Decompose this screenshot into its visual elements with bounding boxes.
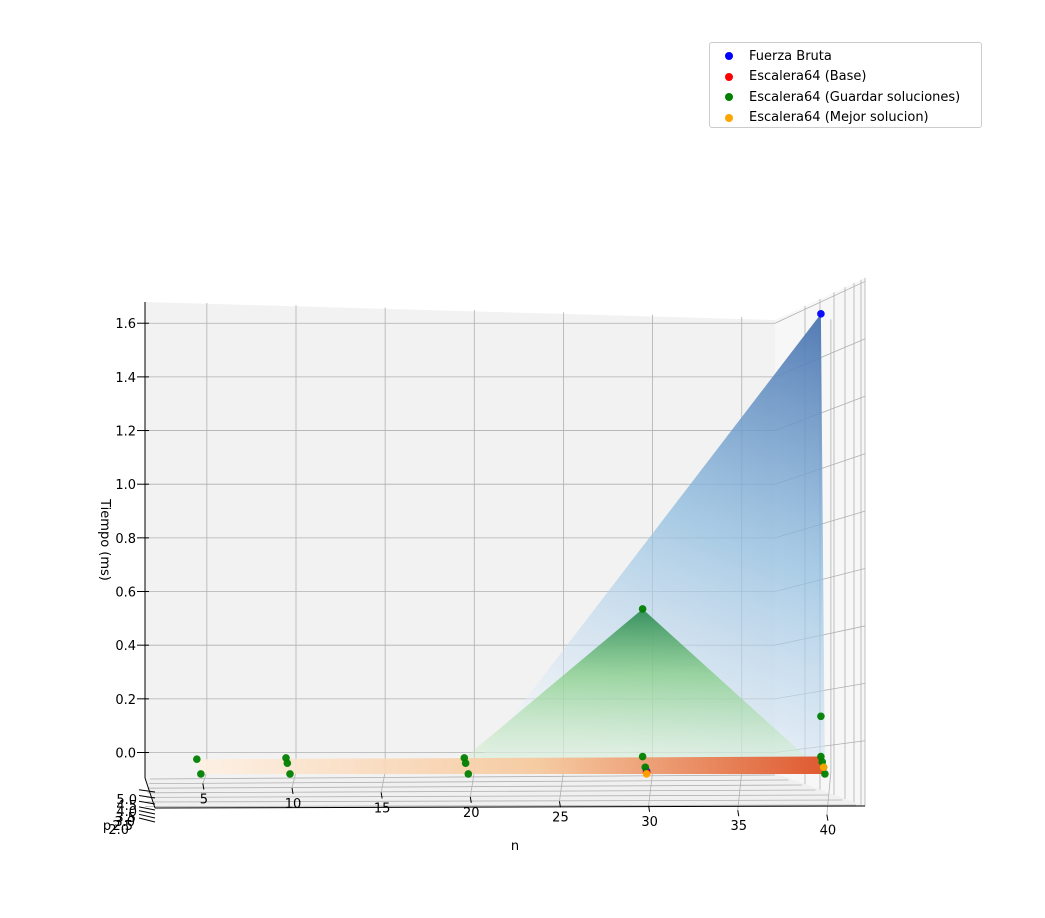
- point-guardar-soluciones: [821, 770, 829, 778]
- p-tick-label: 2.0: [108, 823, 129, 838]
- point-guardar-soluciones: [286, 770, 294, 778]
- axes: 0.0 0.2 0.4 0.6 0.8 1.0 1.2 1.4 1.6 5 10 15 20 25 30 35…: [108, 302, 866, 839]
- p-grid-floor: [149, 779, 789, 784]
- point-mejor-solucion: [819, 763, 828, 772]
- data-points: [193, 310, 829, 778]
- z-tick-label: 1.4: [115, 371, 136, 386]
- p-tick-label: 5.0: [116, 793, 137, 808]
- n-tick-label: 20: [463, 806, 480, 821]
- point-guardar-soluciones: [282, 754, 290, 762]
- legend-label: Fuerza Bruta: [749, 48, 832, 64]
- point-guardar-soluciones: [197, 770, 205, 778]
- n-grid-floor: [737, 771, 743, 811]
- p-tick-label: 4.5: [116, 799, 137, 814]
- p-tick-label: 4.0: [116, 805, 137, 820]
- surface-fuerza-bruta: [468, 313, 825, 774]
- p-grid-floor: [148, 784, 803, 789]
- legend-label: Escalera64 (Base): [749, 69, 867, 85]
- n-grid-floor: [469, 771, 475, 797]
- z-tick-label: 0.2: [115, 693, 136, 708]
- p-grid-floor: [147, 789, 816, 794]
- point-guardar-soluciones: [638, 752, 647, 761]
- point-guardar-soluciones: [641, 763, 650, 772]
- surface-base: [196, 756, 825, 774]
- n-tick-label: 5: [200, 793, 208, 808]
- n-tick: [826, 814, 829, 821]
- p-tick: [138, 817, 156, 823]
- n-tick-label: 10: [285, 797, 302, 812]
- legend-item: Escalera64 (Mejor solucion): [710, 108, 981, 129]
- z-tick-label: 0.6: [115, 586, 136, 601]
- z-tick-label: 0.0: [115, 747, 136, 762]
- p-grid-floor: [145, 799, 843, 803]
- legend-label: Escalera64 (Guardar soluciones): [749, 89, 961, 105]
- n-grid-floor: [559, 771, 564, 802]
- legend-marker: [725, 113, 733, 122]
- legend-label: Escalera64 (Mejor solucion): [749, 110, 929, 126]
- legend-marker: [725, 93, 733, 102]
- n-grid-floor: [291, 771, 297, 789]
- z-tick-label: 0.4: [115, 639, 136, 654]
- n-tick: [202, 783, 205, 790]
- n-tick-label: 35: [730, 819, 747, 834]
- p-tick: [138, 813, 156, 819]
- y-axis-label: p: [103, 819, 111, 834]
- p-grid-floor: [149, 774, 776, 780]
- n-tick-label: 30: [641, 815, 658, 830]
- axis-labels: n p Tiempo (ms): [97, 498, 519, 854]
- n-tick-label: 15: [374, 801, 391, 816]
- n-axis-line: [154, 805, 866, 809]
- surface-guardar-soluciones: [449, 608, 825, 774]
- p-axis-line: [144, 777, 156, 809]
- z-tick-label: 1.2: [115, 425, 136, 440]
- n-tick: [380, 792, 383, 799]
- p-tick: [138, 789, 156, 793]
- p-tick: [138, 800, 156, 805]
- p-tick-label: 2.5: [112, 819, 133, 834]
- point-guardar-soluciones: [817, 712, 825, 721]
- legend-item: Escalera64 (Guardar soluciones): [710, 87, 981, 108]
- n-tick: [737, 810, 740, 817]
- p-tick: [138, 806, 156, 811]
- legend-marker: [725, 72, 733, 81]
- z-axis-label: Tiempo (ms): [97, 498, 112, 581]
- legend: Fuerza Bruta Escalera64 (Base) Escalera64 …: [709, 42, 982, 128]
- surfaces: [196, 313, 825, 774]
- legend-item: Fuerza Bruta: [710, 46, 981, 67]
- x-axis-label: n: [511, 839, 519, 854]
- point-guardar-soluciones: [193, 755, 201, 764]
- p-tick: [138, 810, 156, 815]
- z-tick-label: 0.8: [115, 532, 136, 547]
- z-tick-label: 1.0: [115, 478, 136, 493]
- n-tick: [558, 801, 561, 808]
- p-grid-floor: [145, 804, 857, 807]
- n-grid-floor: [826, 771, 832, 815]
- n-tick: [291, 787, 294, 795]
- point-guardar-soluciones: [460, 754, 469, 762]
- n-tick: [469, 796, 472, 803]
- floor-pane: [145, 773, 865, 808]
- z-tick-label: 1.6: [115, 317, 136, 332]
- p-tick: [138, 795, 156, 799]
- point-guardar-soluciones: [464, 770, 473, 778]
- n-grid-floor: [648, 771, 653, 806]
- p-tick-label: 3.0: [114, 815, 135, 830]
- point-guardar-soluciones: [817, 752, 825, 761]
- legend-item: Escalera64 (Base): [710, 67, 981, 88]
- legend-marker: [725, 52, 733, 61]
- n-tick-label: 40: [820, 824, 837, 839]
- n-tick-label: 25: [552, 810, 569, 825]
- p-tick-label: 3.5: [115, 811, 136, 826]
- point-fuerza-bruta: [817, 310, 825, 318]
- p-grid-floor: [146, 794, 830, 798]
- point-guardar-soluciones: [638, 605, 647, 613]
- point-mejor-solucion: [642, 770, 651, 778]
